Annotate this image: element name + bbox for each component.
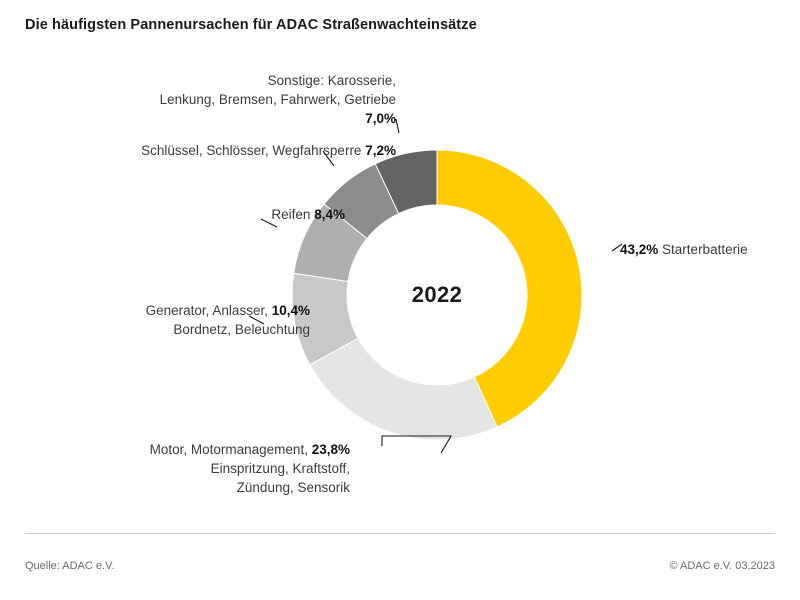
slice-label-motor-text: Motor, Motormanagement, (149, 442, 308, 457)
page-title: Die häufigsten Pannenursachen für ADAC S… (25, 17, 477, 33)
slice-label-schluessel-text: Schlüssel, Schlösser, Wegfahrsperre (141, 143, 362, 158)
leader-line (395, 118, 400, 134)
leader-line (611, 243, 623, 252)
leader-line (248, 315, 265, 325)
slice-label-starterbatterie-text: Starterbatterie (662, 242, 748, 257)
slice-label-starterbatterie: 43,2% Starterbatterie (620, 240, 748, 259)
slice-value-reifen: 8,4% (314, 207, 345, 222)
slice-label-sonstige-line2: Lenkung, Bremsen, Fahrwerk, Getriebe (159, 92, 396, 107)
slice-label-motor-line2: Einspritzung, Kraftstoff, (210, 461, 350, 476)
slice-value-sonstige: 7,0% (365, 111, 396, 126)
donut-slices (291, 149, 583, 441)
leader-line (381, 435, 452, 454)
leader-lines (248, 118, 623, 454)
slice-label-sonstige: Sonstige: Karosserie, Lenkung, Bremsen, … (160, 71, 396, 128)
leader-line (322, 150, 335, 167)
slice-value-generator: 10,4% (271, 303, 310, 318)
slice-value-motor: 23,8% (311, 442, 350, 457)
slice-label-generator-text: Generator, Anlasser, (145, 303, 268, 318)
footer-source: Quelle: ADAC e.V. (25, 560, 115, 572)
slice-label-reifen: Reifen 8,4% (271, 205, 345, 224)
slice-label-motor-line3: Zündung, Sensorik (236, 480, 350, 495)
donut-slice[interactable] (374, 149, 438, 215)
donut-center-year: 2022 (411, 282, 463, 307)
slice-label-sonstige-line1: Sonstige: Karosserie, (267, 73, 396, 88)
leader-line (260, 218, 278, 228)
slice-value-schluessel: 7,2% (365, 143, 396, 158)
slice-value-starterbatterie: 43,2% (620, 242, 659, 257)
slice-label-generator-line2: Bordnetz, Beleuchtung (173, 322, 310, 337)
slice-label-generator: Generator, Anlasser, 10,4% Bordnetz, Bel… (146, 301, 310, 339)
footer-copyright: © ADAC e.V. 03.2023 (669, 560, 775, 572)
slice-label-motor: Motor, Motormanagement, 23,8% Einspritzu… (150, 440, 350, 497)
slice-label-motor-line1: Motor, Motormanagement, 23,8% (150, 440, 350, 459)
donut-slice[interactable] (436, 149, 583, 428)
slice-label-schluessel: Schlüssel, Schlösser, Wegfahrsperre 7,2% (141, 141, 396, 160)
donut-slice[interactable] (309, 337, 498, 441)
footer-divider (25, 533, 775, 534)
slice-label-generator-line1: Generator, Anlasser, 10,4% (146, 301, 310, 320)
slice-label-reifen-text: Reifen (271, 207, 311, 222)
